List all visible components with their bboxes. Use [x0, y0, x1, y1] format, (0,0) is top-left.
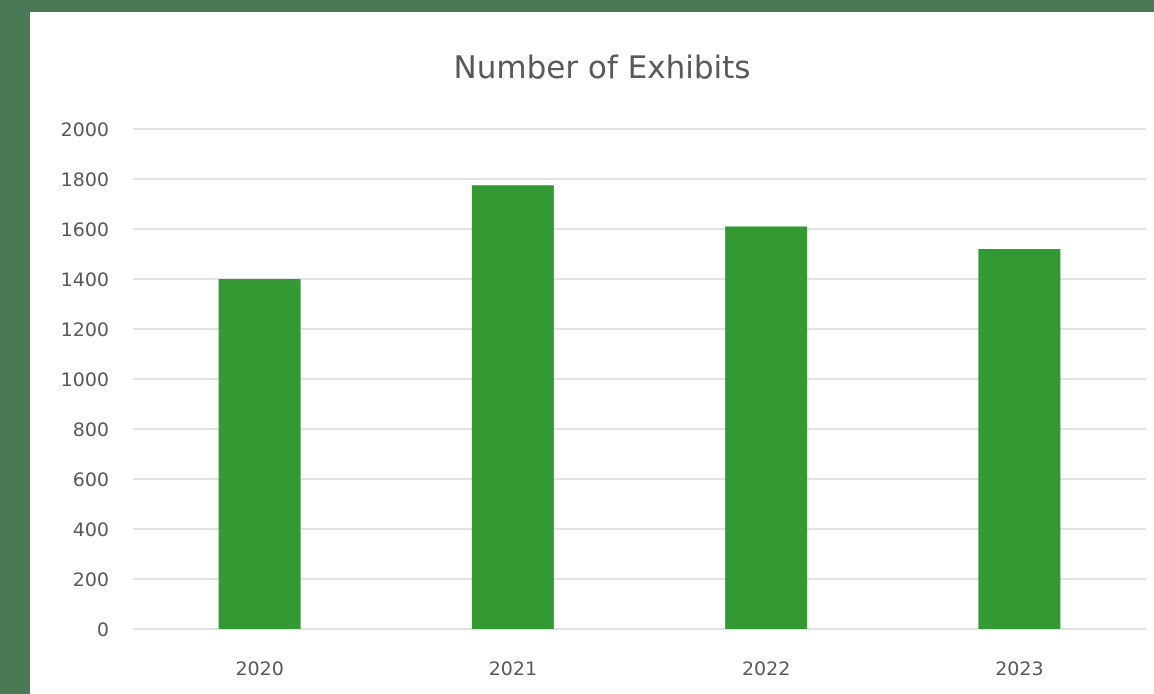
y-tick-label: 1200 [61, 319, 109, 341]
y-tick-label: 600 [73, 469, 109, 491]
x-tick-label: 2020 [235, 658, 283, 680]
x-tick-label: 2023 [995, 658, 1043, 680]
bars [218, 185, 1061, 629]
y-tick-label: 1000 [61, 369, 109, 391]
y-tick-label: 200 [73, 569, 109, 591]
bar-2023 [978, 249, 1061, 629]
chart-panel: Number of Exhibits 0 200 400 600 800 1000 1200… [30, 12, 1154, 694]
y-axis-tick-labels: 0 200 400 600 800 1000 1200 1400 1600 1800 2000 [61, 119, 109, 641]
y-tick-label: 1400 [61, 269, 109, 291]
x-tick-label: 2021 [489, 658, 537, 680]
gridlines [133, 128, 1146, 630]
y-tick-label: 1600 [61, 219, 109, 241]
y-tick-label: 800 [73, 419, 109, 441]
y-tick-label: 1800 [61, 169, 109, 191]
y-tick-label: 400 [73, 519, 109, 541]
chart-title: Number of Exhibits [454, 50, 751, 86]
bar-2020 [218, 279, 301, 629]
x-tick-label: 2022 [742, 658, 790, 680]
x-axis-tick-labels: 2020 2021 2022 2023 [235, 658, 1043, 680]
bar-2021 [471, 185, 554, 629]
y-tick-label: 0 [97, 619, 109, 641]
y-tick-label: 2000 [61, 119, 109, 141]
bar-2022 [725, 226, 808, 629]
bar-chart: Number of Exhibits 0 200 400 600 800 1000 1200… [61, 50, 1146, 680]
